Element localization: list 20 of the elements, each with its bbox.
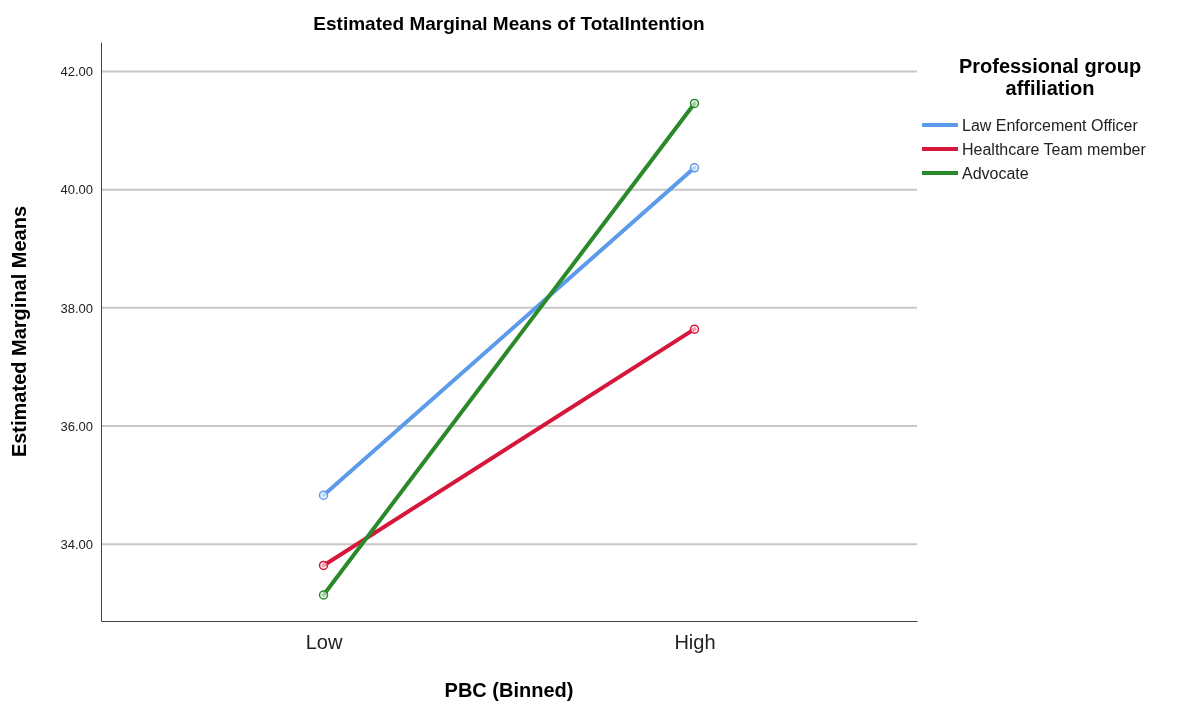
x-axis-title: PBC (Binned)	[444, 679, 574, 701]
point	[689, 98, 700, 109]
y-tick-label: 40.00	[60, 182, 93, 198]
legend-label: Law Enforcement Officer	[962, 117, 1139, 134]
y-axis-title: Estimated Marginal Means	[8, 205, 30, 458]
point	[689, 163, 700, 173]
point	[318, 490, 329, 500]
chart-title: Estimated Marginal Means of TotalIntention	[313, 13, 705, 34]
y-tick-label: 36.00	[60, 418, 93, 434]
legend-title: Professional group affiliation	[958, 55, 1142, 99]
y-tick-label: 42.00	[60, 64, 93, 80]
point	[318, 560, 329, 571]
legend-label: Advocate	[962, 165, 1029, 182]
legend-label: Healthcare Team member	[962, 141, 1147, 158]
point	[318, 590, 329, 600]
x-tick-label: Low	[305, 631, 343, 654]
x-tick-label: High	[674, 631, 716, 654]
y-tick-label: 38.00	[60, 300, 93, 316]
y-tick-label: 34.00	[60, 536, 93, 552]
point	[689, 324, 700, 334]
